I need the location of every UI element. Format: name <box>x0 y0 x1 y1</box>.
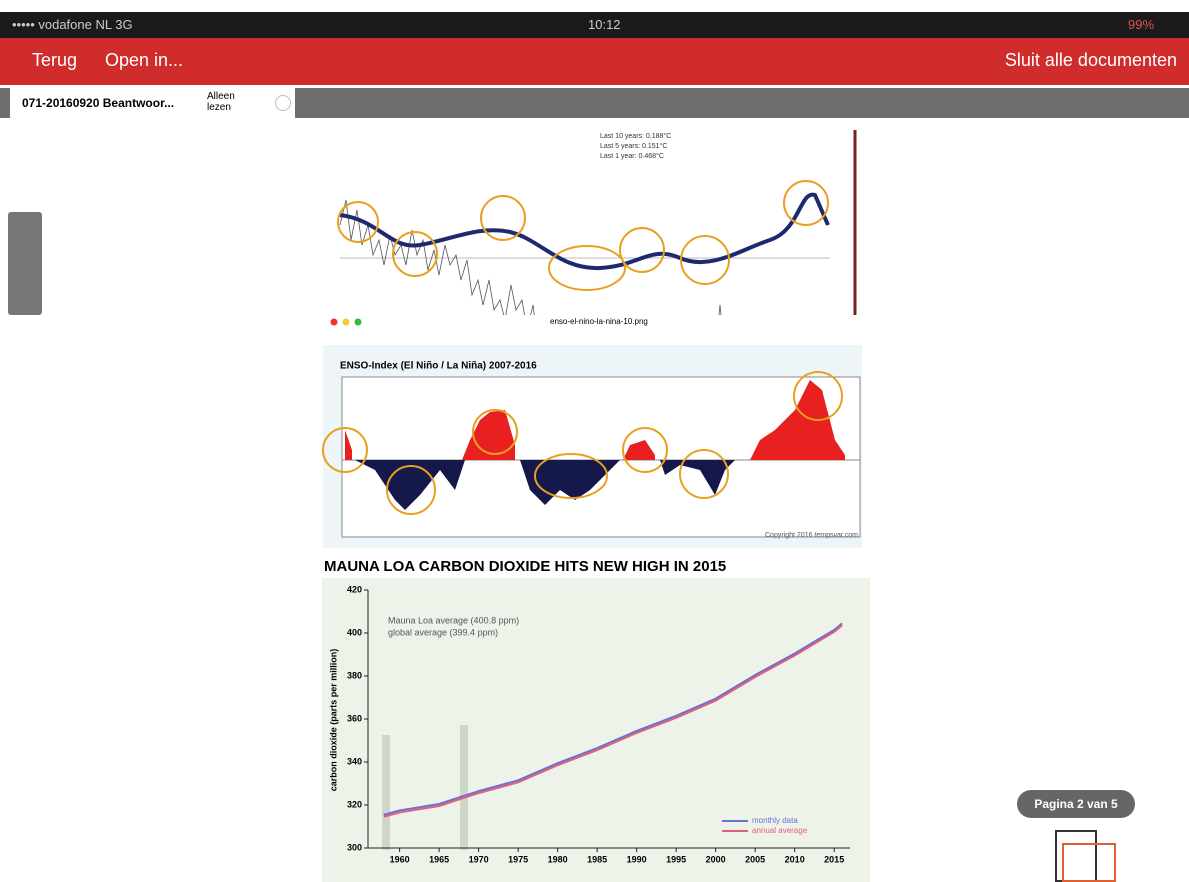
y-tick-label: 380 <box>347 670 362 680</box>
document: Last 10 years: 0.188°C Last 5 years: 0.15… <box>0 0 1189 882</box>
page-indicator: Pagina 2 van 5 <box>1017 790 1135 818</box>
x-tick-label: 2010 <box>785 854 805 864</box>
annotation: global average (399.4 ppm) <box>388 627 498 637</box>
legend-text: Last 10 years: 0.188°C <box>600 132 671 140</box>
y-tick-label: 420 <box>347 584 362 594</box>
x-tick-label: 1995 <box>666 854 686 864</box>
annotation: Mauna Loa average (400.8 ppm) <box>388 615 519 625</box>
co2-chart: MAUNA LOA CARBON DIOXIDE HITS NEW HIGH I… <box>322 558 870 882</box>
y-axis-label: carbon dioxide (parts per million) <box>328 649 338 792</box>
y-tick-label: 300 <box>347 842 362 852</box>
x-tick-label: 2005 <box>745 854 765 864</box>
co2-title: MAUNA LOA CARBON DIOXIDE HITS NEW HIGH I… <box>324 558 726 575</box>
legend-text: Last 1 year: 0.468°C <box>600 152 664 160</box>
x-tick-label: 1985 <box>587 854 607 864</box>
x-tick-label: 1960 <box>390 854 410 864</box>
x-tick-label: 1975 <box>508 854 528 864</box>
copyright: Copyright 2016 tempsvar.com <box>765 532 858 539</box>
enso-title: ENSO-Index (El Niño / La Niña) 2007-2016 <box>340 361 537 372</box>
y-tick-label: 360 <box>347 713 362 723</box>
legend-label: monthly data <box>752 816 798 825</box>
x-tick-label: 1970 <box>469 854 489 864</box>
x-tick-label: 1990 <box>627 854 647 864</box>
x-tick-label: 2015 <box>824 854 844 864</box>
x-tick-label: 1965 <box>429 854 449 864</box>
y-tick-label: 320 <box>347 799 362 809</box>
page-thumbnail[interactable] <box>1062 843 1116 882</box>
y-tick-label: 400 <box>347 627 362 637</box>
enso-window: enso-el-nino-la-nina-10.png ENSO-Index (… <box>323 315 862 548</box>
screen: ••••• vodafone NL 3G 10:12 99% Terug Ope… <box>0 0 1189 882</box>
window-title: enso-el-nino-la-nina-10.png <box>550 317 648 326</box>
legend-text: Last 5 years: 0.151°C <box>600 142 667 150</box>
legend-label: annual average <box>752 826 808 835</box>
y-tick-label: 340 <box>347 756 362 766</box>
x-tick-label: 1980 <box>548 854 568 864</box>
x-tick-label: 2000 <box>706 854 726 864</box>
